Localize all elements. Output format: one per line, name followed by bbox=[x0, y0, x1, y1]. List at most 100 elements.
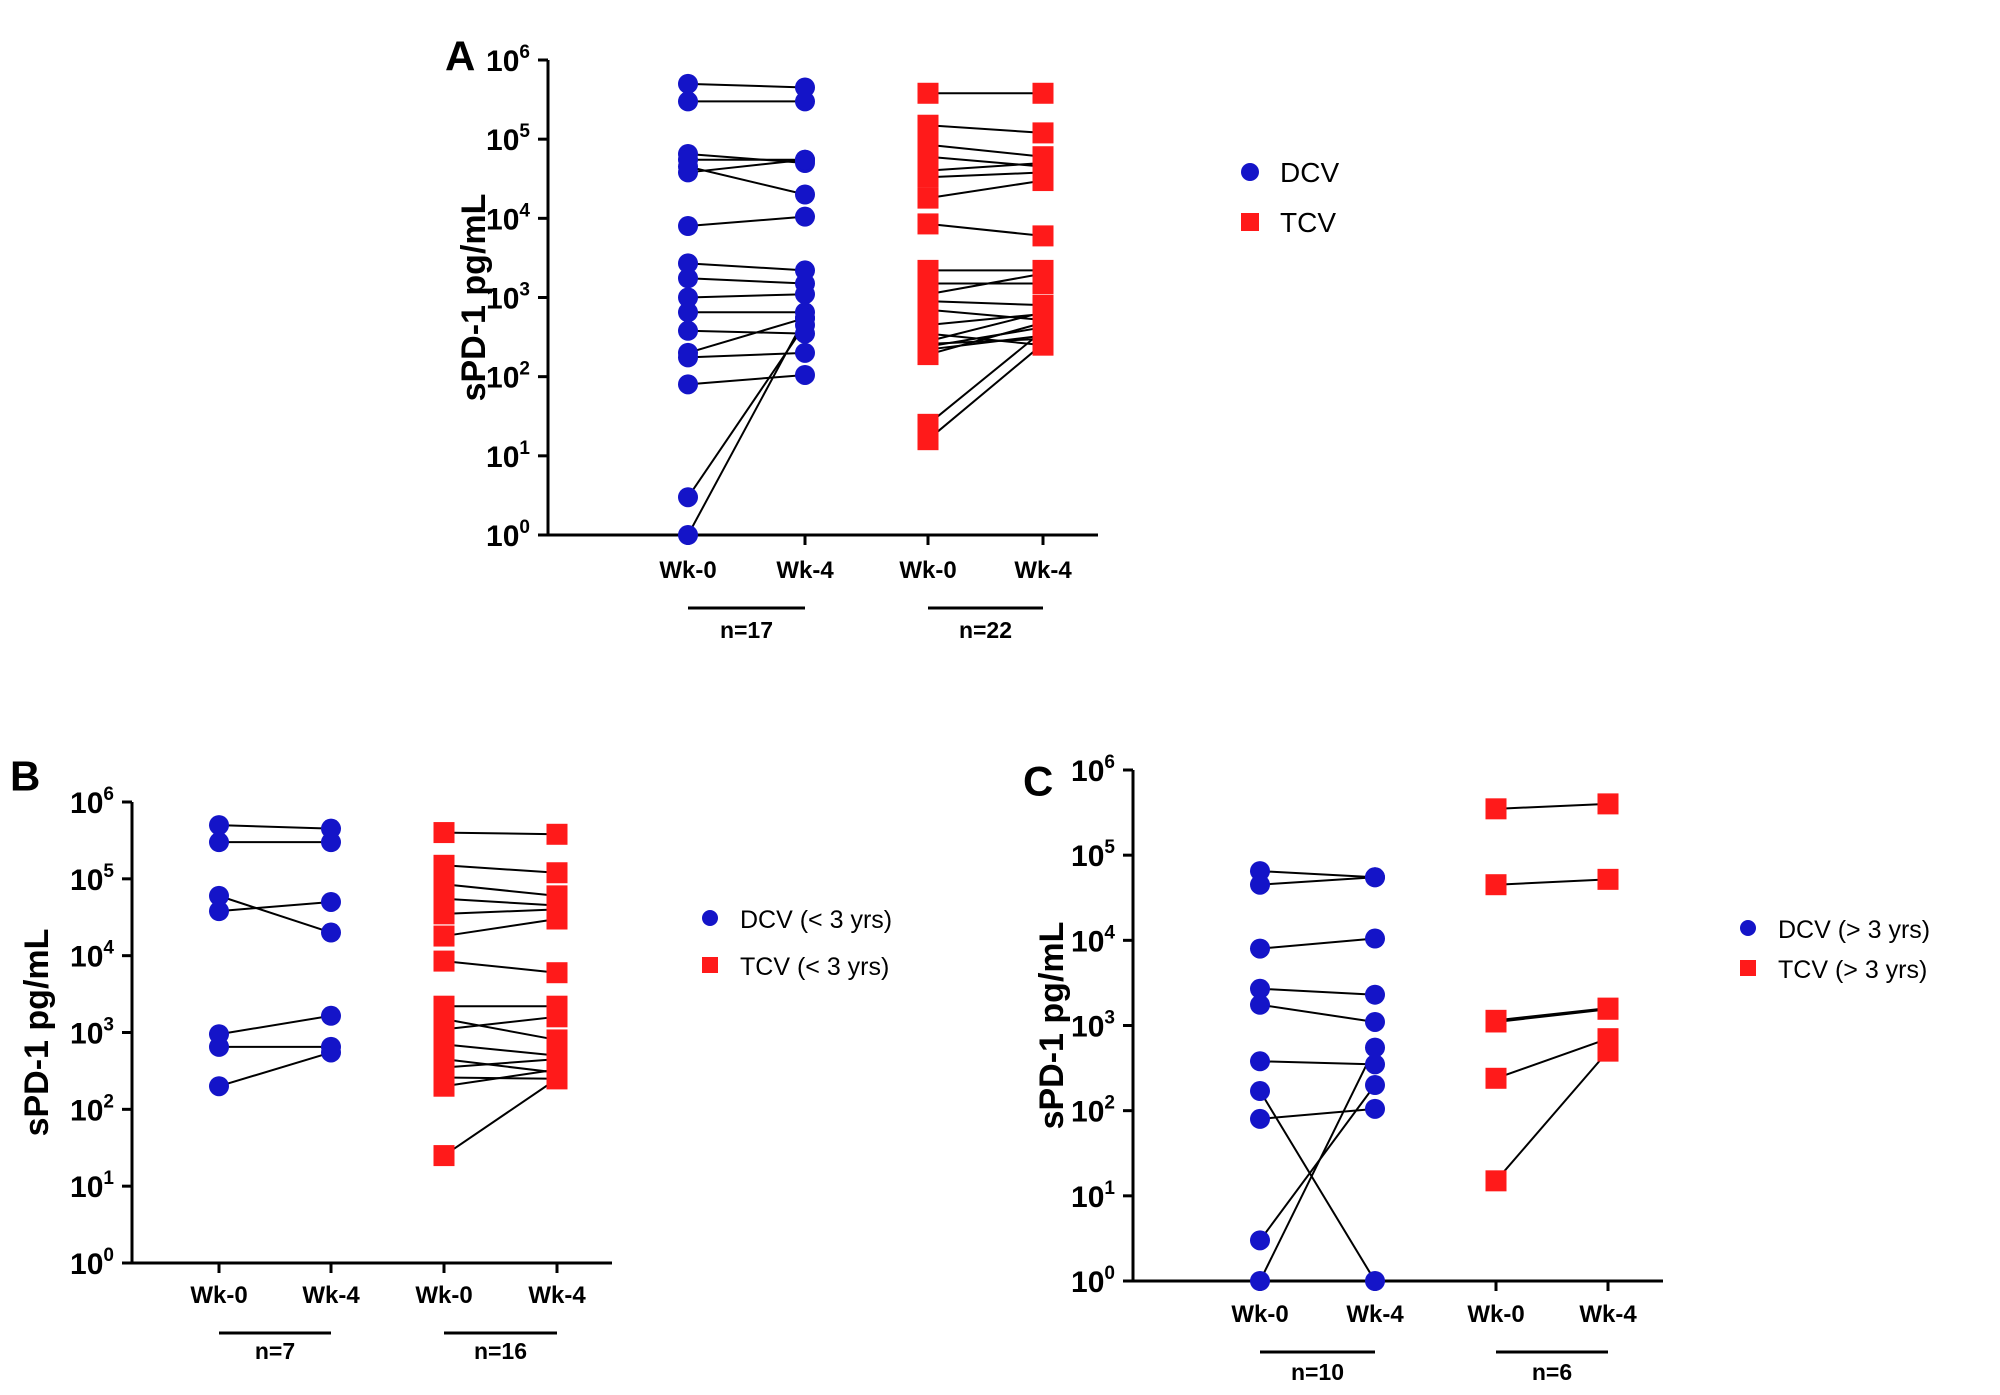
data-point bbox=[1250, 1108, 1270, 1129]
data-point bbox=[433, 1075, 455, 1097]
pair-line bbox=[687, 158, 806, 174]
data-point bbox=[1365, 1098, 1385, 1119]
pair-line bbox=[927, 334, 1044, 351]
data-point bbox=[678, 162, 698, 183]
data-point bbox=[1597, 998, 1619, 1020]
pair-line bbox=[687, 293, 806, 299]
legend-marker bbox=[702, 910, 718, 926]
y-tick-label: 105 bbox=[486, 121, 530, 157]
data-point bbox=[1485, 1011, 1507, 1033]
y-axis-label: sPD-1 pg/mL bbox=[1033, 922, 1071, 1130]
pair-line bbox=[443, 1015, 558, 1031]
pair-line bbox=[1495, 1037, 1609, 1080]
data-point bbox=[795, 206, 815, 227]
legend-marker bbox=[1241, 213, 1259, 231]
data-point bbox=[433, 903, 455, 925]
pair-line bbox=[927, 171, 1044, 179]
y-tick-label: 106 bbox=[486, 42, 530, 78]
data-point bbox=[321, 1042, 341, 1063]
data-point bbox=[917, 166, 939, 188]
data-point bbox=[321, 1005, 341, 1026]
data-point bbox=[795, 308, 815, 329]
data-point bbox=[795, 284, 815, 305]
pair-line bbox=[443, 908, 558, 915]
data-point bbox=[1365, 867, 1385, 888]
panel-letter: A bbox=[445, 32, 475, 79]
x-tick-label: Wk-0 bbox=[415, 1282, 472, 1309]
data-point bbox=[1365, 928, 1385, 949]
pair-line bbox=[927, 179, 1044, 200]
pair-line bbox=[687, 351, 806, 359]
data-point bbox=[209, 815, 229, 836]
pair-line bbox=[687, 262, 806, 272]
pair-line bbox=[218, 1051, 332, 1088]
data-point bbox=[917, 213, 939, 235]
x-tick-label: Wk-4 bbox=[528, 1282, 586, 1309]
y-tick-label: 104 bbox=[486, 200, 530, 236]
data-point bbox=[1250, 1230, 1270, 1251]
series-square bbox=[433, 822, 568, 1167]
pair-line bbox=[927, 162, 1044, 172]
pair-line bbox=[927, 308, 1044, 321]
data-point bbox=[1032, 263, 1054, 285]
pair-line bbox=[927, 312, 1044, 326]
pair-line bbox=[927, 124, 1044, 134]
data-point bbox=[1365, 1054, 1385, 1075]
pair-line bbox=[927, 143, 1044, 158]
pair-line bbox=[927, 326, 1044, 348]
y-tick-label: 102 bbox=[70, 1091, 114, 1127]
data-point bbox=[917, 429, 939, 451]
data-point bbox=[209, 832, 229, 853]
pair-line bbox=[1495, 1050, 1609, 1182]
data-point bbox=[1597, 1040, 1619, 1062]
y-tick-label: 100 bbox=[1071, 1263, 1115, 1299]
pair-line bbox=[443, 1068, 558, 1088]
data-point bbox=[795, 184, 815, 205]
pair-line bbox=[1259, 1107, 1376, 1120]
data-point bbox=[678, 268, 698, 289]
data-point bbox=[795, 77, 815, 98]
pair-line bbox=[443, 864, 558, 874]
data-point bbox=[1250, 874, 1270, 895]
panel-letter: C bbox=[1023, 757, 1053, 804]
data-point bbox=[433, 925, 455, 947]
y-tick-label: 103 bbox=[486, 280, 530, 316]
y-tick-label: 105 bbox=[70, 861, 114, 897]
pair-line bbox=[1259, 870, 1376, 879]
data-point bbox=[209, 885, 229, 906]
data-point bbox=[1032, 122, 1054, 144]
x-tick-label: Wk-4 bbox=[776, 557, 834, 584]
pair-line bbox=[443, 1017, 558, 1041]
data-point bbox=[1032, 225, 1054, 247]
x-tick-label: Wk-0 bbox=[1467, 1301, 1524, 1328]
data-point bbox=[1365, 1011, 1385, 1032]
pair-line bbox=[443, 960, 558, 974]
pair-line bbox=[687, 215, 806, 228]
data-point bbox=[321, 891, 341, 912]
pair-line bbox=[687, 317, 806, 354]
pair-line bbox=[443, 1043, 558, 1057]
pair-line bbox=[443, 1058, 558, 1069]
data-point bbox=[1485, 1067, 1507, 1089]
group-n-label: n=7 bbox=[255, 1338, 295, 1364]
pair-line bbox=[687, 277, 806, 285]
legend-marker bbox=[1740, 960, 1756, 976]
pair-line bbox=[1259, 1060, 1376, 1066]
y-axis-label: sPD-1 pg/mL bbox=[455, 194, 493, 402]
pair-line bbox=[218, 894, 332, 934]
group-n-label: n=6 bbox=[1532, 1359, 1572, 1385]
legend-label: TCV (> 3 yrs) bbox=[1778, 956, 1927, 984]
data-point bbox=[1250, 1271, 1270, 1291]
data-point bbox=[917, 82, 939, 104]
group-n-label: n=10 bbox=[1291, 1359, 1344, 1385]
data-point bbox=[1365, 984, 1385, 1005]
pair-line bbox=[927, 300, 1044, 307]
data-point bbox=[1597, 793, 1619, 815]
data-point bbox=[678, 73, 698, 94]
pair-line bbox=[443, 897, 558, 907]
data-point bbox=[209, 901, 229, 922]
pair-line bbox=[687, 373, 806, 386]
